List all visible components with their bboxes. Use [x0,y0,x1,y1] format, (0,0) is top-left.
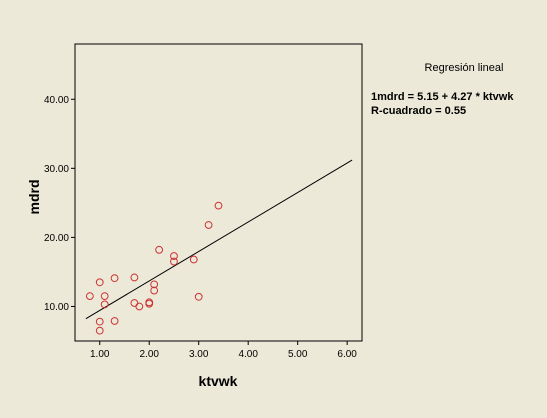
data-point [189,255,198,264]
x-tick-label: 2.00 [139,349,159,360]
data-point [95,326,104,335]
r-squared: R-cuadrado = 0.55 [371,105,466,117]
data-point [214,201,223,210]
x-tick-label: 3.00 [189,349,209,360]
x-axis-title: ktvwk [199,373,238,389]
y-axis-title: mdrd [26,180,42,215]
data-point [145,299,154,308]
y-tick-label: 40.00 [44,95,69,106]
regression-equation: 1mdrd = 5.15 + 4.27 * ktvwk [371,91,514,103]
regression-line [85,159,353,320]
y-tick-label: 10.00 [44,302,69,313]
data-point [110,274,119,283]
data-point [194,292,203,301]
data-point [150,286,159,295]
x-axis-ticks: 1.00 2.00 3.00 4.00 5.00 6.00 [90,341,357,360]
data-point [95,317,104,326]
x-tick-label: 1.00 [90,349,110,360]
data-point [130,273,139,282]
points-layer [85,201,223,335]
data-point [204,221,213,229]
y-tick-label: 30.00 [44,164,69,175]
data-point [110,317,119,325]
x-tick-label: 4.00 [238,349,258,360]
plot-frame [74,43,363,342]
data-point [170,252,178,260]
fit-line-layer [85,159,353,320]
data-point [100,300,109,309]
data-point [170,257,178,266]
y-tick-label: 20.00 [44,233,69,244]
y-axis-ticks: 10.00 20.00 30.00 40.00 [44,95,75,313]
data-point [155,245,164,254]
data-point [85,292,94,301]
data-point [95,278,104,287]
x-tick-label: 5.00 [288,349,308,360]
data-point [135,302,144,311]
data-point [100,292,109,301]
data-point [150,280,159,289]
legend-title: Regresión lineal [425,62,504,74]
x-tick-label: 6.00 [337,349,357,360]
